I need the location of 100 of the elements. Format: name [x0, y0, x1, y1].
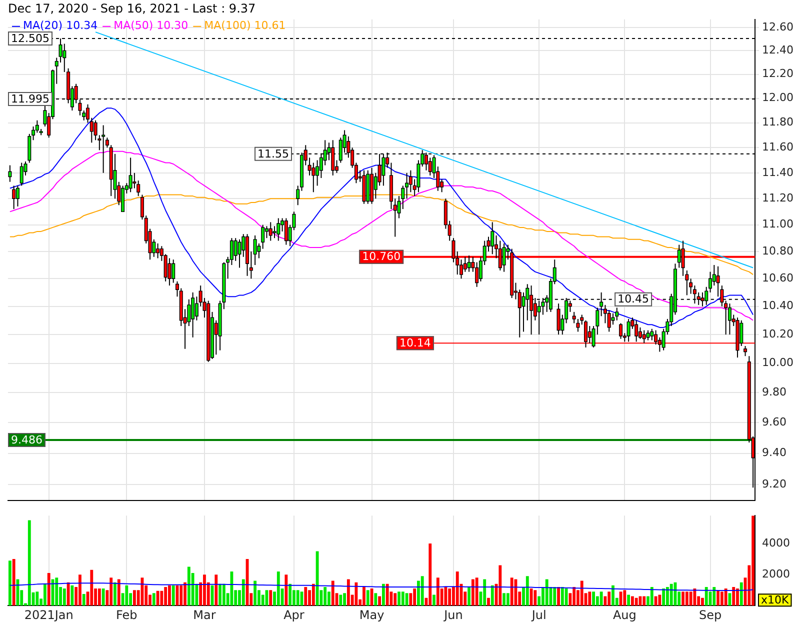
bar: [276, 571, 280, 606]
bar: [475, 578, 478, 606]
bar: [382, 584, 385, 606]
ref-line-label: 10.760: [362, 250, 401, 264]
bar: [693, 588, 696, 606]
bar: [685, 592, 688, 606]
bar: [125, 585, 128, 606]
bar: [312, 584, 315, 606]
bar: [716, 590, 720, 606]
chart-title: Dec 17, 2020 - Sep 16, 2021 - Last : 9.37: [8, 1, 256, 16]
y-tick-label: 10.00: [762, 356, 794, 370]
bar: [168, 585, 171, 606]
bar: [545, 579, 548, 606]
bar: [553, 586, 556, 606]
bar: [444, 586, 448, 606]
y-tick-label: 10.40: [762, 299, 794, 312]
bar: [592, 592, 595, 606]
bar: [62, 588, 66, 606]
bar: [534, 590, 537, 606]
bar: [630, 596, 634, 606]
bar: [634, 598, 638, 606]
bar: [187, 566, 190, 606]
bar: [506, 593, 510, 606]
bar: [117, 579, 120, 606]
bar: [160, 590, 164, 606]
bar: [720, 592, 724, 606]
bar: [420, 576, 424, 606]
bar: [152, 593, 156, 606]
legend-label: MA(20) 10.34: [23, 18, 98, 32]
bar: [132, 590, 136, 606]
bar: [401, 592, 404, 606]
bar: [102, 588, 105, 606]
bar: [172, 585, 175, 606]
bar: [483, 579, 486, 606]
bar: [736, 588, 739, 606]
bar: [180, 585, 183, 606]
bar: [398, 592, 400, 606]
y-tick-label: 9.20: [762, 477, 786, 490]
x-tick-label: Sep: [698, 608, 722, 622]
bar: [36, 592, 39, 606]
bar: [564, 588, 568, 606]
bar: [704, 586, 708, 606]
bar: [724, 588, 728, 606]
bar: [28, 520, 31, 606]
bar: [650, 586, 654, 606]
ref-line-label: 10.45: [618, 292, 650, 306]
bar: [70, 585, 74, 606]
bar: [214, 574, 218, 606]
bar: [343, 593, 346, 606]
bar: [740, 582, 743, 606]
bar: [66, 582, 70, 606]
bar: [386, 584, 389, 606]
bar: [254, 580, 257, 606]
y-tick-label: 9.80: [762, 386, 786, 399]
y-tick-label: 10.20: [762, 327, 794, 340]
bar: [55, 578, 58, 606]
bar: [490, 585, 494, 606]
bar: [47, 573, 50, 606]
bar: [612, 585, 614, 606]
bar: [732, 586, 736, 606]
bar: [222, 584, 226, 606]
ref-line-label: 11.55: [258, 147, 290, 160]
x-tick-label: Aug: [612, 608, 636, 622]
ref-line-label: 11.995: [11, 92, 50, 106]
bar: [682, 592, 684, 606]
bar: [712, 586, 716, 606]
bar: [98, 588, 101, 606]
bar: [456, 571, 459, 606]
bar: [203, 574, 206, 606]
y-tick-label: 10.60: [762, 272, 794, 285]
legend-label: MA(100) 10.61: [204, 18, 286, 32]
bar: [90, 570, 94, 606]
bar: [394, 593, 397, 606]
bar: [468, 586, 470, 606]
bar: [218, 584, 222, 606]
bar: [44, 584, 46, 606]
y-tick-label: 11.20: [762, 191, 794, 204]
bar: [502, 593, 506, 606]
bar: [304, 586, 308, 606]
y-tick-label: 10.80: [762, 244, 794, 258]
bar: [432, 594, 436, 606]
bar: [288, 584, 292, 606]
bar: [362, 586, 366, 606]
bar: [114, 582, 116, 606]
bar: [670, 584, 673, 606]
y-tick-label: 4000: [762, 536, 790, 550]
bar: [184, 582, 186, 606]
bar: [164, 586, 168, 606]
bar: [689, 592, 692, 606]
bar: [560, 586, 564, 606]
bar: [448, 588, 452, 606]
bar: [627, 594, 630, 606]
x-tick-label: Feb: [116, 608, 138, 622]
y-tick-label: 12.20: [762, 67, 794, 80]
bar: [296, 590, 300, 606]
bar: [78, 574, 82, 606]
bar: [428, 544, 432, 606]
bar: [642, 596, 646, 606]
ref-line-label: 12.505: [11, 32, 50, 45]
bar: [346, 579, 350, 606]
